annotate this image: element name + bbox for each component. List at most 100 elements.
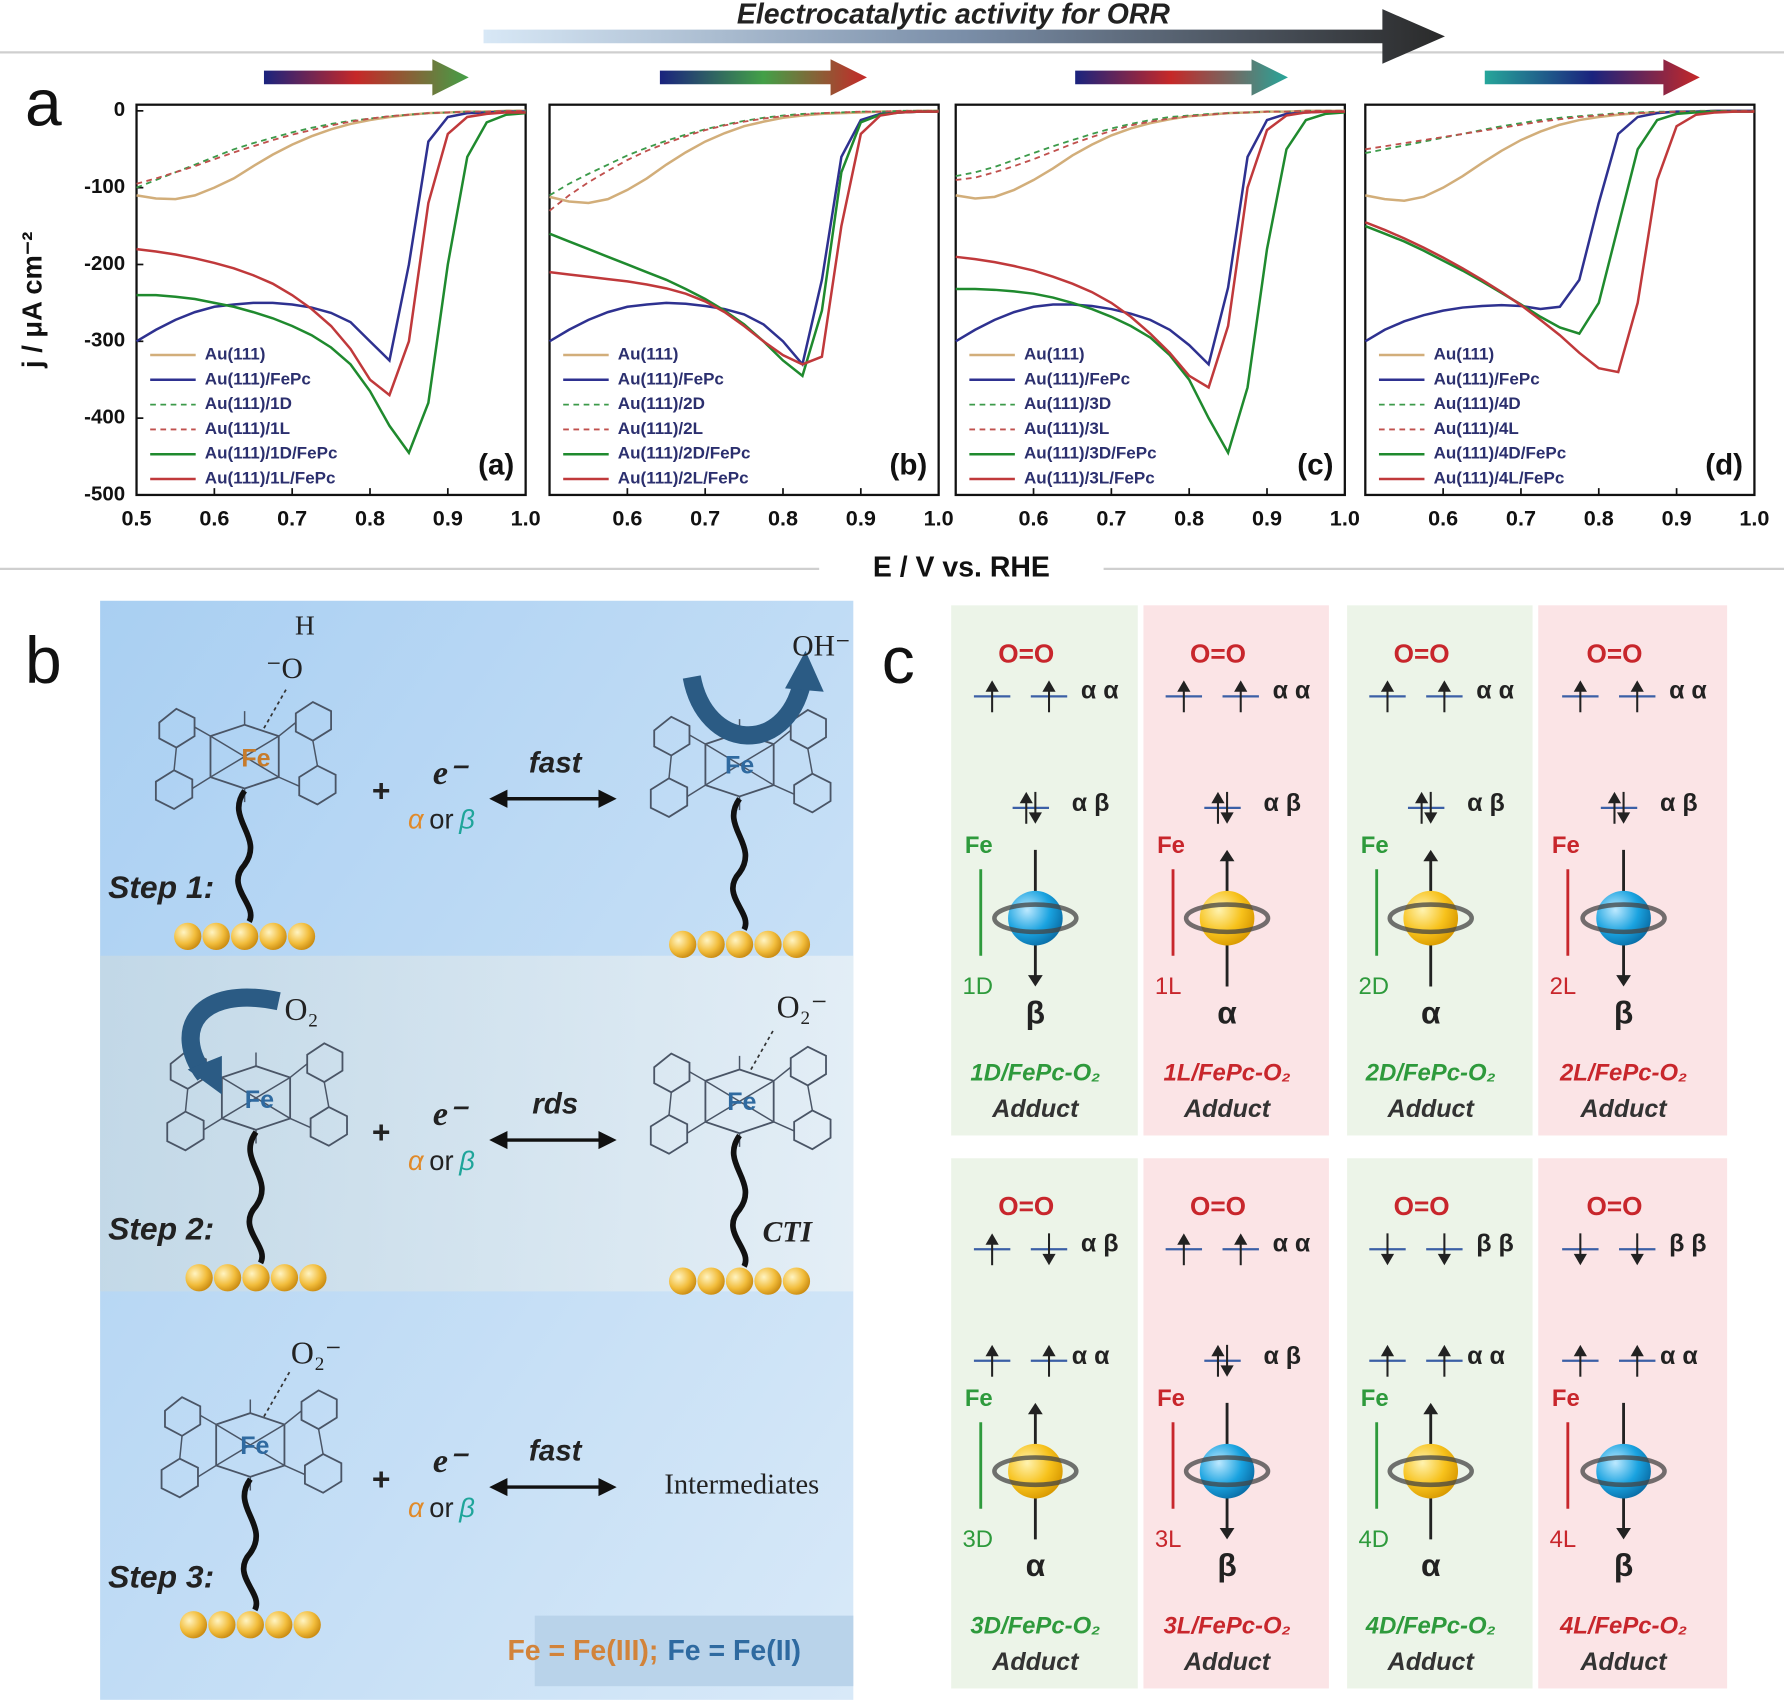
- spin-arrow-head: [1019, 791, 1033, 804]
- data-line: [955, 111, 1345, 456]
- scheme-band: [100, 955, 854, 1292]
- ligand-label: 2L: [1550, 973, 1577, 1000]
- spin-arrow-head: [1607, 791, 1622, 804]
- legend-box: [534, 1615, 854, 1687]
- adduct-caption: 4L/FePc-O₂: [1559, 1612, 1687, 1639]
- panel-title: (a): [478, 448, 514, 481]
- spin-ring: [1387, 902, 1474, 935]
- fe-label: Fe: [725, 751, 754, 779]
- spin-label: α β: [1081, 1229, 1119, 1257]
- spin-label: α α: [1072, 1342, 1110, 1370]
- charts: 0.5 0.6 0.7 0.8 0.9 1.0 0 -100 -200 -300 -400 -500 j…: [16, 98, 1769, 530]
- bond: [750, 1029, 775, 1070]
- spin-ring: [1580, 1455, 1667, 1488]
- x-tick-label: 0.9: [433, 506, 463, 531]
- binding-arrow-head: [187, 1055, 222, 1095]
- spin-arrow-head: [1177, 1233, 1191, 1245]
- cell-background: [1538, 1158, 1728, 1689]
- o2-label: O=O: [1586, 638, 1642, 668]
- fe-label: Fe: [1361, 1385, 1389, 1412]
- electron: e⁻: [433, 1096, 469, 1133]
- fe-legend-part: Fe = Fe(III);: [507, 1635, 658, 1667]
- spin-label: α α: [1273, 676, 1311, 704]
- x-tick-label: 1.0: [924, 506, 954, 531]
- spin-result: α: [1217, 994, 1237, 1030]
- o2-label: O=O: [1190, 1191, 1246, 1221]
- electron: e⁻: [433, 755, 469, 792]
- o2-label: O=O: [1190, 638, 1246, 668]
- legend-label: Au(111)/2D/FePc: [618, 444, 751, 463]
- legend-label: Au(111)/3D: [1024, 394, 1111, 413]
- cell-background: [951, 605, 1138, 1136]
- spin-arrow-head: [1380, 680, 1395, 692]
- x-tick-label: 0.8: [355, 506, 385, 531]
- spin-arrow-head: [1573, 680, 1587, 692]
- bond: [263, 1370, 291, 1417]
- fe-label: Fe: [727, 1088, 756, 1116]
- spin-arrow-head: [1234, 1233, 1248, 1245]
- cell-background: [1538, 605, 1728, 1136]
- legend-label: Au(111)/1L: [205, 419, 290, 438]
- data-line: [1365, 109, 1755, 154]
- legend-label: Au(111)/FePc: [1434, 369, 1540, 388]
- adduct-caption: 4D/FePc-O₂: [1365, 1612, 1496, 1639]
- legend-label: Au(111)/2L/FePc: [618, 469, 749, 488]
- step-label: Step 2:: [108, 1210, 214, 1246]
- spin-arrow-head: [1630, 1253, 1644, 1266]
- spin-choice-part: or: [429, 804, 453, 835]
- y-tick-label: -300: [84, 329, 125, 352]
- data-line: [136, 109, 526, 201]
- adduct-label: Adduct: [991, 1648, 1080, 1676]
- x-tick-label: 0.6: [1428, 506, 1458, 531]
- fe-legend: Fe = Fe(III); Fe = Fe(II): [507, 1635, 801, 1667]
- species: Intermediates: [664, 1470, 819, 1501]
- adduct-label: Adduct: [1579, 1095, 1668, 1123]
- trend-arrow: [263, 59, 469, 96]
- legend-label: Au(111)/4L/FePc: [1434, 469, 1565, 488]
- arrow-head: [489, 1130, 508, 1150]
- o2-label: O=O: [998, 638, 1054, 668]
- spin-label: β β: [1476, 1229, 1513, 1257]
- spin-ball: [1199, 1443, 1255, 1499]
- relation: fast: [529, 1435, 583, 1468]
- panel-label: a: [25, 66, 62, 140]
- spin-choice: α or β: [408, 1145, 475, 1176]
- legend-label: Au(111)/1D/FePc: [205, 444, 338, 463]
- legend-label: Au(111)/3D/FePc: [1024, 444, 1157, 463]
- spin-arrow-head: [1219, 849, 1235, 862]
- spin-ball: [1596, 890, 1651, 946]
- spin-arrow-head: [1211, 791, 1225, 804]
- x-tick-label: 1.0: [511, 506, 541, 531]
- spin-ring: [1183, 1455, 1271, 1488]
- legend-label: Au(111)/4D/FePc: [1434, 444, 1567, 463]
- panel-label: c: [882, 623, 915, 697]
- spin-arrow-head: [1424, 812, 1438, 824]
- ligand-label: 1D: [963, 973, 994, 1000]
- spin-arrow-head: [1573, 1344, 1587, 1357]
- spin-label: α α: [1273, 1229, 1311, 1257]
- legend-label: Au(111): [618, 345, 679, 364]
- plus: +: [372, 772, 391, 808]
- x-tick-label: 0.7: [1506, 506, 1536, 531]
- spin-label: α α: [1476, 676, 1514, 704]
- spin-arrow-head: [1616, 975, 1631, 987]
- arrow-head: [598, 1130, 617, 1150]
- spin-ball: [1403, 1443, 1459, 1499]
- ligand-label: 4L: [1550, 1526, 1577, 1553]
- spin-label: α α: [1669, 676, 1707, 704]
- arrow-head: [598, 1477, 617, 1497]
- x-tick-label: 0.6: [1019, 506, 1049, 531]
- spin-choice: α or β: [408, 804, 475, 835]
- spin-choice-part: β: [458, 1145, 475, 1176]
- species: H: [295, 610, 315, 640]
- spin-ball: [1199, 890, 1255, 946]
- spin-arrow-head: [1437, 1253, 1451, 1266]
- spin-label: α α: [1467, 1342, 1505, 1370]
- spin-arrow-head: [1630, 680, 1644, 692]
- spin-label: β β: [1669, 1229, 1706, 1257]
- spin-label: α α: [1081, 676, 1119, 704]
- y-axis-label: j / μA cm⁻²: [16, 232, 47, 369]
- binding-arrow: [181, 988, 281, 1081]
- fe-label: Fe: [1157, 1385, 1185, 1412]
- legend-label: Au(111)/1L/FePc: [205, 469, 336, 488]
